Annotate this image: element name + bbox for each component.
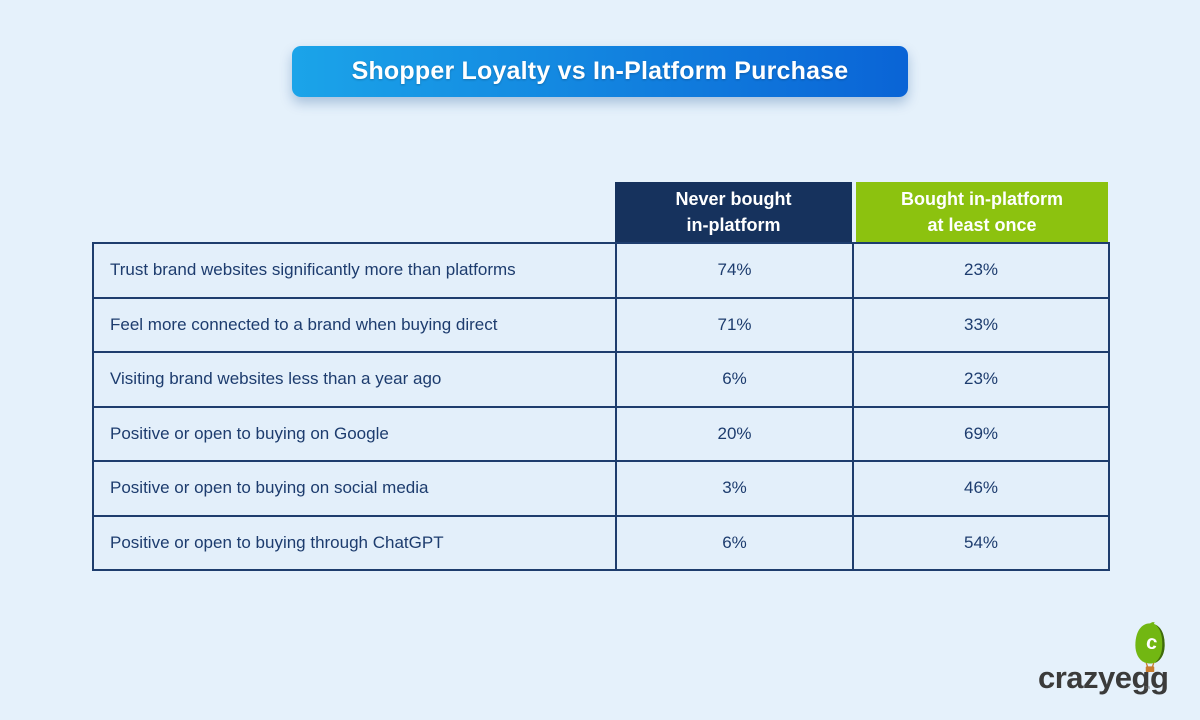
row-value-never: 6% <box>615 351 854 408</box>
column-header-line: at least once <box>927 215 1037 235</box>
table-row: Positive or open to buying on social med… <box>92 460 1110 517</box>
row-value-bought: 23% <box>852 351 1110 408</box>
row-value-never: 6% <box>615 514 854 571</box>
row-value-bought: 54% <box>852 514 1110 571</box>
header-spacer <box>92 182 615 242</box>
comparison-table: Never bought in-platform Bought in-platf… <box>92 182 1110 571</box>
table-row: Visiting brand websites less than a year… <box>92 351 1110 408</box>
row-value-never: 3% <box>615 460 854 517</box>
row-label: Visiting brand websites less than a year… <box>92 351 617 408</box>
table-row: Positive or open to buying on Google 20%… <box>92 405 1110 462</box>
column-header-line: Never bought <box>675 189 792 209</box>
table-row: Positive or open to buying through ChatG… <box>92 514 1110 571</box>
column-header-line: Bought in-platform <box>901 189 1063 209</box>
row-value-bought: 46% <box>852 460 1110 517</box>
column-header-bought-once: Bought in-platform at least once <box>856 182 1108 242</box>
row-label: Positive or open to buying on social med… <box>92 460 617 517</box>
svg-text:c: c <box>1145 631 1159 654</box>
table-row: Trust brand websites significantly more … <box>92 242 1110 299</box>
row-label: Positive or open to buying on Google <box>92 405 617 462</box>
row-value-bought: 23% <box>852 242 1110 299</box>
title-banner: Shopper Loyalty vs In-Platform Purchase <box>292 46 908 97</box>
column-header-line: in-platform <box>686 215 781 235</box>
trademark-symbol: ™ <box>1143 686 1150 693</box>
row-label: Trust brand websites significantly more … <box>92 242 617 299</box>
row-value-never: 74% <box>615 242 854 299</box>
data-table: Trust brand websites significantly more … <box>92 242 1110 571</box>
row-label: Positive or open to buying through ChatG… <box>92 514 617 571</box>
row-value-bought: 69% <box>852 405 1110 462</box>
row-value-never: 71% <box>615 296 854 353</box>
table-header-row: Never bought in-platform Bought in-platf… <box>92 182 1108 242</box>
page-title: Shopper Loyalty vs In-Platform Purchase <box>351 57 849 85</box>
row-label: Feel more connected to a brand when buyi… <box>92 296 617 353</box>
crazyegg-logo: c crazyegg ™ <box>1030 618 1180 703</box>
row-value-bought: 33% <box>852 296 1110 353</box>
column-header-never-bought: Never bought in-platform <box>615 182 852 242</box>
table-row: Feel more connected to a brand when buyi… <box>92 296 1110 353</box>
row-value-never: 20% <box>615 405 854 462</box>
crazyegg-wordmark: crazyegg <box>1038 660 1169 695</box>
crazyegg-balloon-icon: c <box>1135 622 1165 673</box>
